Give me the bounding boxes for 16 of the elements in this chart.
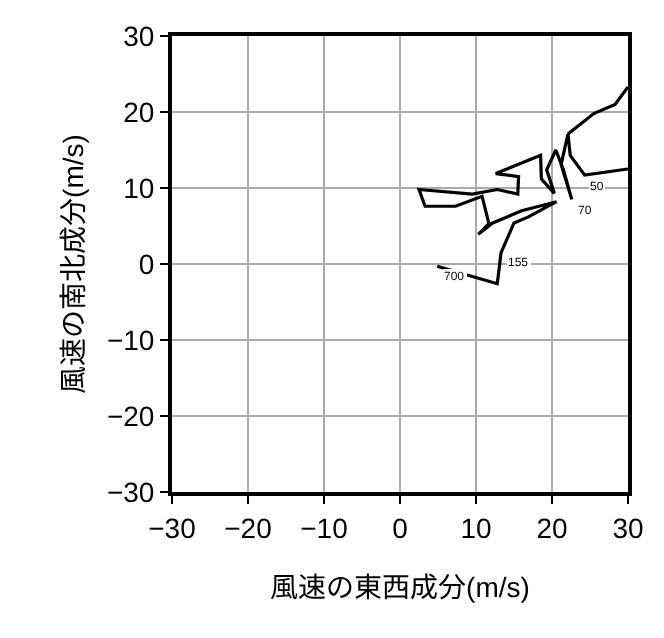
y-tick-label: 30	[123, 19, 155, 52]
y-tick-label: −10	[106, 323, 155, 356]
x-tick-label: −10	[300, 511, 349, 544]
x-tick-label: −20	[224, 511, 273, 544]
y-axis-title: 風速の南北成分(m/s)	[57, 134, 90, 394]
y-tick-label: 0	[138, 247, 155, 280]
x-tick-label: 30	[612, 511, 644, 544]
y-tick-label: 20	[123, 95, 155, 128]
y-tick-label: −30	[106, 475, 155, 508]
y-tick-label: −20	[106, 399, 155, 432]
x-tick-label: 10	[460, 511, 492, 544]
x-tick-label: −30	[148, 511, 197, 544]
x-tick-label: 20	[536, 511, 568, 544]
y-tick-label: 10	[123, 171, 155, 204]
x-tick-label: 0	[392, 511, 409, 544]
x-axis-title: 風速の東西成分(m/s)	[270, 571, 530, 604]
